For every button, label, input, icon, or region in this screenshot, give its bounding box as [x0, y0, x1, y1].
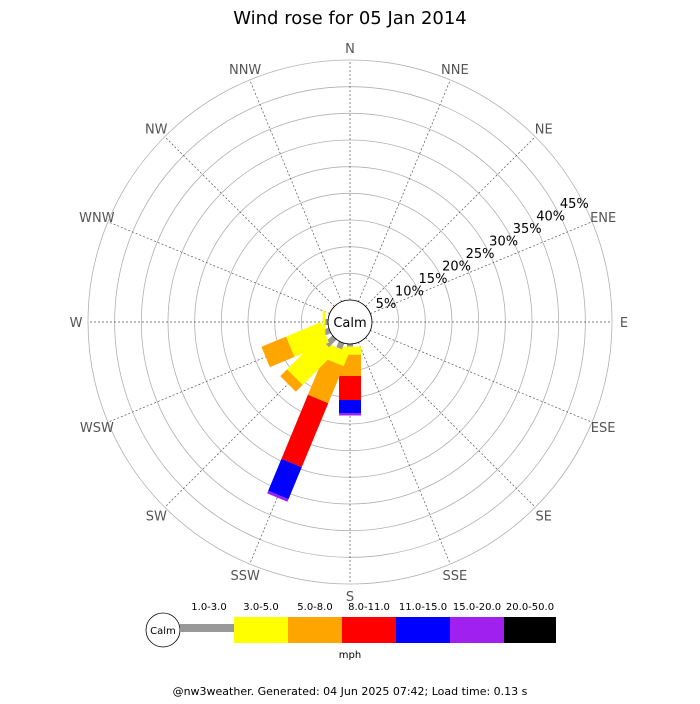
radial-tick-label: 35%	[513, 222, 542, 237]
calm-circle: Calm	[327, 299, 373, 345]
grid-spoke	[365, 136, 536, 307]
legend-label: 11.0-15.0	[399, 602, 447, 613]
bar-segment	[287, 337, 335, 385]
legend-label: 3.0-5.0	[243, 602, 278, 613]
wind-bars	[261, 311, 361, 502]
radial-tick-label: 5%	[376, 297, 397, 312]
bar-stack-sw	[280, 335, 337, 392]
bar-stack-w	[322, 311, 329, 333]
direction-label: S	[346, 590, 354, 605]
direction-label: NW	[145, 122, 168, 137]
bar-segment	[339, 376, 361, 400]
direction-label: WSW	[80, 421, 114, 436]
legend-label: 15.0-20.0	[453, 602, 501, 613]
legend-label: 20.0-50.0	[506, 602, 554, 613]
bar-segment	[307, 357, 344, 404]
grid-ring	[87, 59, 613, 585]
speed-legend: Calm 1.0-3.0 3.0-5.0 5.0-8.0 8.0-11.0 11.0-15…	[145, 602, 556, 661]
grid-spoke	[358, 342, 451, 565]
grid-ring	[140, 112, 560, 532]
radial-tick-label: 25%	[466, 247, 495, 262]
grid-spoke	[370, 330, 593, 423]
radial-tick-label: 20%	[442, 259, 471, 274]
grid-spoke	[107, 221, 330, 314]
bar-segment	[339, 400, 361, 414]
radial-tick-label: 45%	[560, 197, 589, 212]
bar-segment	[325, 319, 329, 325]
legend-swatch	[180, 624, 234, 632]
direction-label: NE	[535, 122, 553, 137]
grid-spoke	[370, 221, 593, 314]
grid-spoke	[249, 79, 342, 302]
direction-label: ESE	[591, 421, 616, 436]
legend-unit: mph	[339, 650, 361, 661]
legend-swatch	[504, 617, 556, 643]
direction-label: ENE	[590, 211, 616, 226]
calm-circle-shape	[327, 299, 373, 345]
direction-label: NNW	[229, 63, 261, 78]
radial-tick-label: 15%	[419, 272, 448, 287]
legend-swatch	[396, 617, 450, 643]
footer-credit: @nw3weather. Generated: 04 Jun 2025 07:4…	[173, 685, 528, 698]
direction-label: SSW	[230, 569, 260, 584]
bar-stack-ssw	[267, 341, 350, 502]
legend-swatch	[288, 617, 342, 643]
chart-title: Wind rose for 05 Jan 2014	[233, 8, 467, 29]
legend-label: 5.0-8.0	[297, 602, 332, 613]
direction-label: SE	[536, 510, 552, 525]
radial-tick-labels: 5%10%15%20%25%30%35%40%45%	[376, 197, 589, 312]
bar-stack-wsw	[261, 322, 331, 368]
bar-segment	[286, 322, 329, 357]
bar-segment	[336, 341, 345, 350]
bar-segment	[261, 336, 295, 368]
direction-labels: N NNE NE ENE E ESE SE SSE S SSW SW WSW W WNW NW NNW	[70, 42, 629, 605]
bar-segment	[267, 490, 289, 502]
bar-segment	[339, 413, 361, 416]
direction-label: SW	[146, 510, 167, 525]
grid-spoke	[164, 136, 335, 307]
legend-label: 8.0-11.0	[348, 602, 390, 613]
grid-ring	[220, 192, 480, 452]
direction-label: WNW	[79, 211, 115, 226]
bar-segment	[339, 346, 361, 355]
bar-segment	[281, 394, 329, 468]
grid-spoke	[358, 79, 451, 302]
legend-swatch	[342, 617, 396, 643]
radial-tick-label: 30%	[489, 234, 518, 249]
direction-label: NNE	[441, 63, 469, 78]
direction-label: SSE	[442, 569, 467, 584]
radial-tick-label: 40%	[536, 209, 565, 224]
bar-segment	[280, 369, 303, 392]
bar-segment	[324, 335, 337, 348]
radial-tick-label: 10%	[395, 284, 424, 299]
bar-segment	[268, 458, 302, 500]
legend-swatch	[234, 617, 288, 643]
direction-label: N	[345, 42, 355, 57]
legend-calm-label: Calm	[150, 626, 176, 637]
calm-label: Calm	[333, 316, 366, 331]
direction-label: E	[620, 316, 628, 331]
grid-spoke	[365, 337, 536, 508]
bar-segment	[347, 344, 353, 347]
direction-label: W	[70, 316, 83, 331]
legend-swatch	[450, 617, 504, 643]
bar-segment	[322, 311, 326, 333]
legend-label: 1.0-3.0	[191, 602, 226, 613]
